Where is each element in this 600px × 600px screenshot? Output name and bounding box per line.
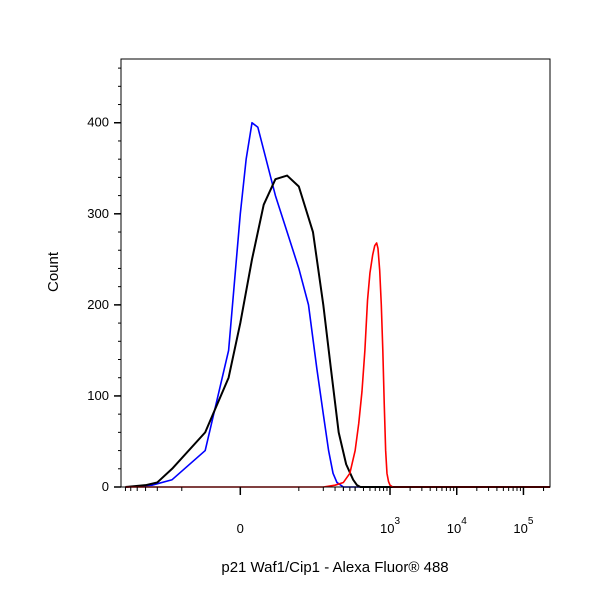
x-tick-label: 0 xyxy=(237,521,244,536)
x-tick-label: 105 xyxy=(513,516,533,536)
x-axis-title: p21 Waf1/Cip1 - Alexa Fluor® 488 xyxy=(221,559,448,576)
y-tick-label: 100 xyxy=(87,388,109,403)
x-axis: 0 103 104 105 xyxy=(124,487,545,536)
y-tick-label: 200 xyxy=(87,297,109,312)
x-tick-label: 104 xyxy=(447,516,467,536)
y-tick-label: 400 xyxy=(87,115,109,130)
series-layer xyxy=(125,121,550,488)
y-axis: 0 100 200 300 400 xyxy=(87,67,121,494)
y-axis-title: Count xyxy=(45,251,62,292)
y-tick-label: 0 xyxy=(102,479,109,494)
series-line-2 xyxy=(125,174,550,488)
y-tick-label: 300 xyxy=(87,206,109,221)
series-line-3 xyxy=(125,242,550,488)
x-tick-label: 103 xyxy=(380,516,400,536)
plot-frame xyxy=(120,58,551,488)
series-line-1 xyxy=(125,121,550,488)
